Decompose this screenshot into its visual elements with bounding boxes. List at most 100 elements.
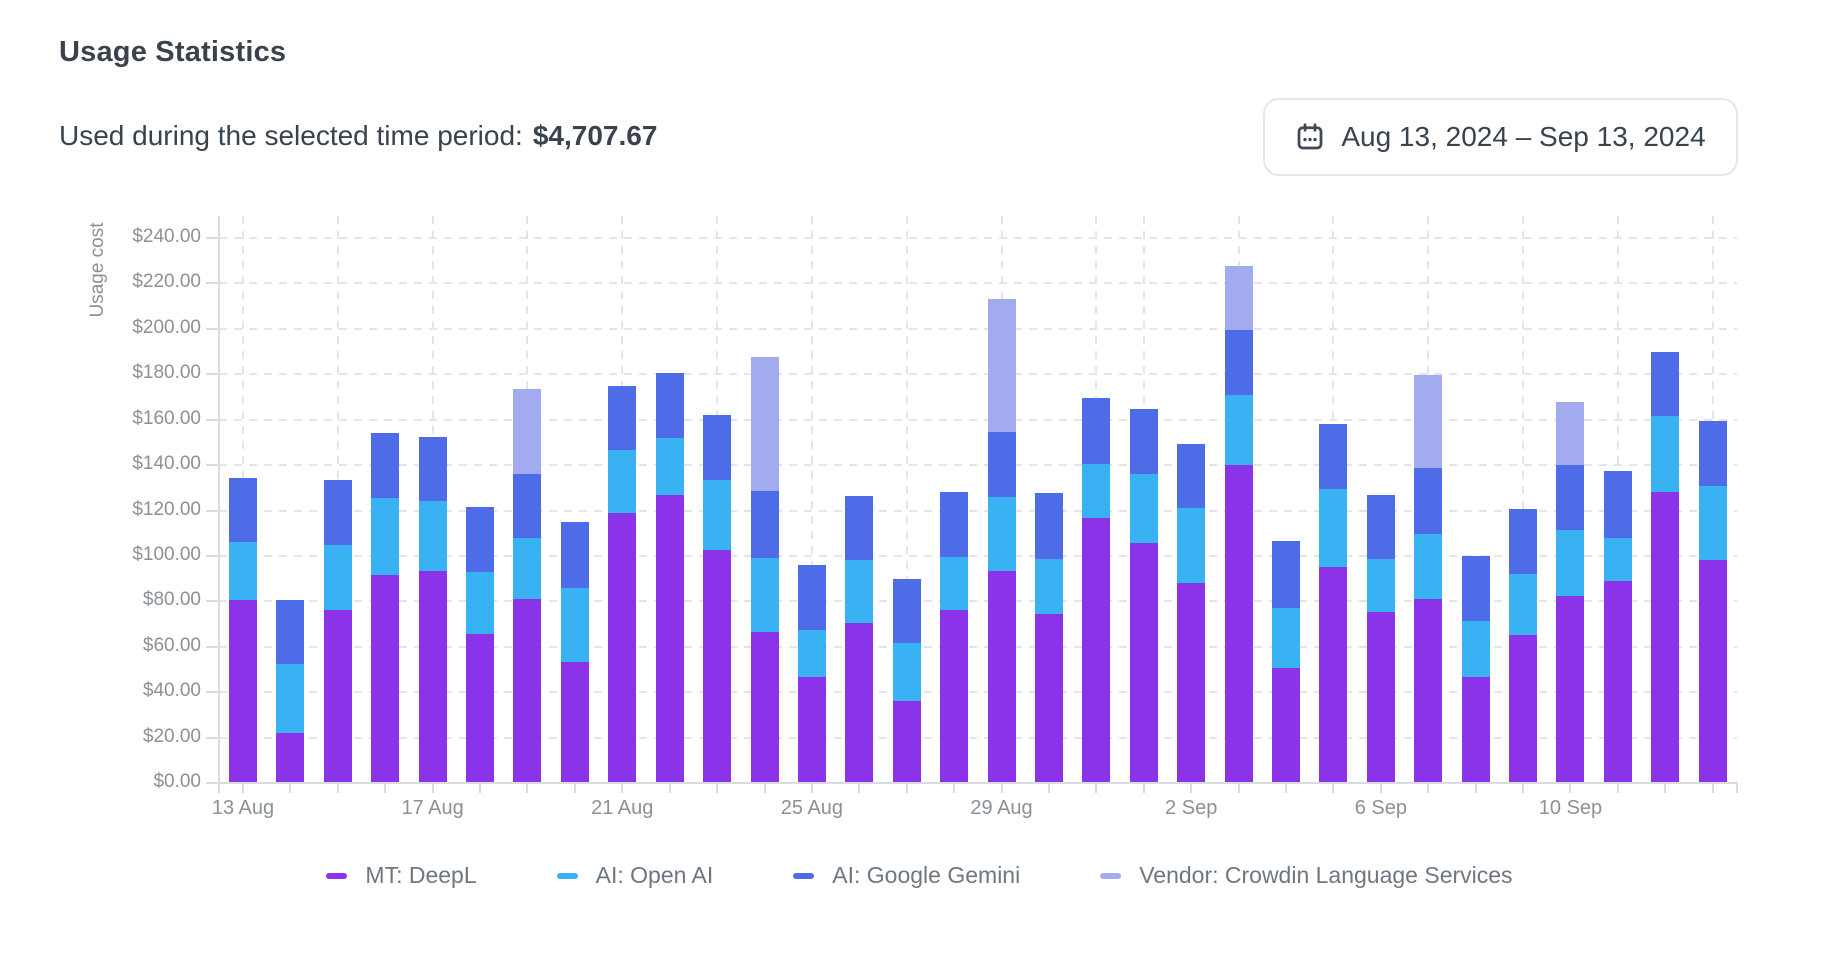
bar-19-aug-openai[interactable] bbox=[513, 537, 542, 600]
bar-26-aug-openai[interactable] bbox=[845, 560, 874, 623]
bar-13-sep-openai[interactable] bbox=[1698, 485, 1727, 561]
bar-22-aug-deepl[interactable] bbox=[655, 494, 684, 783]
bar-18-aug-openai[interactable] bbox=[466, 571, 495, 635]
bar-30-aug-deepl[interactable] bbox=[1034, 613, 1063, 783]
bar-3-sep-openai[interactable] bbox=[1224, 394, 1253, 466]
bar-28-aug-openai[interactable] bbox=[940, 557, 969, 611]
bar-7-sep-openai[interactable] bbox=[1414, 534, 1443, 600]
bar-13-aug-deepl[interactable] bbox=[229, 600, 257, 783]
bar-1-sep-deepl[interactable] bbox=[1129, 543, 1158, 783]
legend-item-vendor[interactable]: Vendor: Crowdin Language Services bbox=[1100, 862, 1513, 889]
bar-30-aug-gemini[interactable] bbox=[1034, 493, 1063, 560]
bar-23-aug-deepl[interactable] bbox=[703, 550, 732, 783]
bar-10-sep-gemini[interactable] bbox=[1556, 465, 1585, 530]
bar-4-sep-openai[interactable] bbox=[1272, 608, 1301, 669]
legend-item-deepl[interactable]: MT: DeepL bbox=[326, 862, 477, 889]
bar-2-sep-deepl[interactable] bbox=[1177, 583, 1206, 783]
bar-30-aug-openai[interactable] bbox=[1034, 559, 1063, 614]
bar-2-sep-gemini[interactable] bbox=[1177, 443, 1206, 509]
bar-13-aug-gemini[interactable] bbox=[229, 477, 257, 543]
bar-21-aug-openai[interactable] bbox=[608, 450, 637, 513]
bar-27-aug-gemini[interactable] bbox=[892, 578, 921, 644]
bar-16-aug-openai[interactable] bbox=[371, 498, 400, 576]
bar-29-aug-gemini[interactable] bbox=[987, 432, 1016, 497]
bar-11-sep-gemini[interactable] bbox=[1603, 470, 1632, 538]
bar-11-sep-openai[interactable] bbox=[1603, 537, 1632, 581]
bar-19-aug-vendor[interactable] bbox=[513, 389, 542, 475]
legend-item-openai[interactable]: AI: Open AI bbox=[556, 862, 713, 889]
bar-6-sep-openai[interactable] bbox=[1366, 559, 1395, 612]
bar-4-sep-deepl[interactable] bbox=[1272, 668, 1301, 783]
bar-21-aug-gemini[interactable] bbox=[608, 385, 637, 451]
bar-29-aug-vendor[interactable] bbox=[987, 299, 1016, 433]
bar-3-sep-gemini[interactable] bbox=[1224, 329, 1253, 395]
bar-7-sep-deepl[interactable] bbox=[1414, 599, 1443, 783]
bar-6-sep-deepl[interactable] bbox=[1366, 611, 1395, 783]
bar-31-aug-openai[interactable] bbox=[1082, 463, 1111, 519]
bar-15-aug-deepl[interactable] bbox=[323, 610, 352, 783]
bar-24-aug-gemini[interactable] bbox=[750, 491, 779, 559]
bar-23-aug-gemini[interactable] bbox=[703, 415, 732, 480]
bar-17-aug-openai[interactable] bbox=[418, 501, 447, 571]
bar-8-sep-openai[interactable] bbox=[1461, 620, 1490, 678]
bar-17-aug-deepl[interactable] bbox=[418, 570, 447, 783]
bar-13-aug-openai[interactable] bbox=[229, 542, 257, 601]
legend-item-gemini[interactable]: AI: Google Gemini bbox=[793, 862, 1020, 889]
bar-9-sep-gemini[interactable] bbox=[1509, 509, 1538, 575]
bar-10-sep-vendor[interactable] bbox=[1556, 401, 1585, 466]
bar-24-aug-vendor[interactable] bbox=[750, 357, 779, 492]
bar-26-aug-gemini[interactable] bbox=[845, 495, 874, 561]
bar-23-aug-openai[interactable] bbox=[703, 479, 732, 551]
bar-17-aug-gemini[interactable] bbox=[418, 436, 447, 502]
bar-20-aug-deepl[interactable] bbox=[560, 661, 589, 783]
bar-18-aug-gemini[interactable] bbox=[466, 507, 495, 572]
bar-28-aug-deepl[interactable] bbox=[940, 610, 969, 783]
bar-2-sep-openai[interactable] bbox=[1177, 508, 1206, 584]
bar-25-aug-openai[interactable] bbox=[797, 629, 826, 678]
bar-18-aug-deepl[interactable] bbox=[466, 634, 495, 783]
bar-25-aug-gemini[interactable] bbox=[797, 565, 826, 630]
bar-1-sep-gemini[interactable] bbox=[1129, 409, 1158, 475]
bar-14-aug-gemini[interactable] bbox=[276, 600, 305, 664]
bar-31-aug-deepl[interactable] bbox=[1082, 518, 1111, 783]
bar-5-sep-gemini[interactable] bbox=[1319, 424, 1348, 489]
bar-10-sep-deepl[interactable] bbox=[1556, 595, 1585, 783]
bar-26-aug-deepl[interactable] bbox=[845, 622, 874, 783]
bar-12-sep-gemini[interactable] bbox=[1651, 351, 1680, 417]
bar-28-aug-gemini[interactable] bbox=[940, 492, 969, 558]
bar-5-sep-deepl[interactable] bbox=[1319, 567, 1348, 783]
bar-27-aug-openai[interactable] bbox=[892, 643, 921, 702]
bar-9-sep-openai[interactable] bbox=[1509, 574, 1538, 636]
bar-8-sep-deepl[interactable] bbox=[1461, 677, 1490, 783]
bar-4-sep-gemini[interactable] bbox=[1272, 541, 1301, 609]
bar-22-aug-openai[interactable] bbox=[655, 437, 684, 495]
bar-24-aug-openai[interactable] bbox=[750, 558, 779, 632]
bar-14-aug-openai[interactable] bbox=[276, 663, 305, 734]
bar-10-sep-openai[interactable] bbox=[1556, 529, 1585, 596]
bar-19-aug-deepl[interactable] bbox=[513, 599, 542, 783]
bar-20-aug-gemini[interactable] bbox=[560, 521, 589, 588]
bar-12-sep-deepl[interactable] bbox=[1651, 492, 1680, 783]
bar-15-aug-openai[interactable] bbox=[323, 544, 352, 611]
bar-20-aug-openai[interactable] bbox=[560, 587, 589, 662]
bar-24-aug-deepl[interactable] bbox=[750, 631, 779, 783]
bar-13-sep-gemini[interactable] bbox=[1698, 420, 1727, 486]
date-range-button[interactable]: Aug 13, 2024 – Sep 13, 2024 bbox=[1263, 98, 1738, 176]
bar-8-sep-gemini[interactable] bbox=[1461, 555, 1490, 621]
bar-14-aug-deepl[interactable] bbox=[276, 733, 305, 783]
bar-13-sep-deepl[interactable] bbox=[1698, 560, 1727, 783]
bar-31-aug-gemini[interactable] bbox=[1082, 398, 1111, 464]
bar-27-aug-deepl[interactable] bbox=[892, 701, 921, 783]
bar-16-aug-gemini[interactable] bbox=[371, 433, 400, 498]
bar-19-aug-gemini[interactable] bbox=[513, 474, 542, 538]
bar-7-sep-vendor[interactable] bbox=[1414, 375, 1443, 469]
bar-1-sep-openai[interactable] bbox=[1129, 474, 1158, 544]
bar-21-aug-deepl[interactable] bbox=[608, 512, 637, 783]
bar-5-sep-openai[interactable] bbox=[1319, 488, 1348, 568]
bar-3-sep-deepl[interactable] bbox=[1224, 465, 1253, 783]
bar-6-sep-gemini[interactable] bbox=[1366, 494, 1395, 560]
bar-12-sep-openai[interactable] bbox=[1651, 416, 1680, 493]
bar-29-aug-deepl[interactable] bbox=[987, 570, 1016, 783]
bar-9-sep-deepl[interactable] bbox=[1509, 635, 1538, 783]
bar-3-sep-vendor[interactable] bbox=[1224, 266, 1253, 330]
